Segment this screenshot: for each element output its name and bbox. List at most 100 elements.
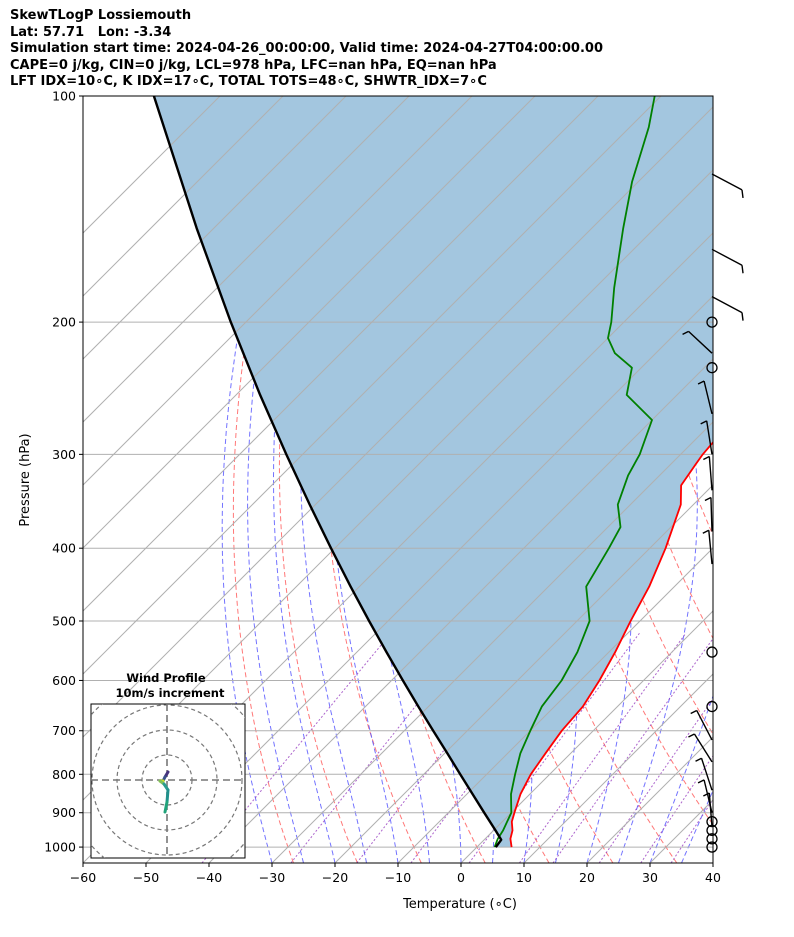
stability-indices-line-1: CAPE=0 j/kg, CIN=0 j/kg, LCL=978 hPa, LF… [10,57,497,73]
y-tick-label: 800 [52,767,76,782]
wind-barb-shaft [708,530,713,565]
x-tick-label: −40 [196,870,222,885]
x-tick-label: 40 [705,870,721,885]
wind-barb-shaft [705,420,713,455]
wind-barb-shaft [710,497,713,532]
temperature-line [509,441,713,848]
y-tick-label: 700 [52,723,76,738]
wind-barb-shaft [711,296,743,314]
hodograph-inset: Wind Profile 10m/s increment [90,671,246,859]
wind-barb-feather [682,330,689,335]
wind-barb-feather [697,779,705,784]
isotherm-gridline [712,862,713,863]
isotherm-gridline [208,358,713,863]
wind-barb-feather [700,420,707,425]
mixing-ratio-line [552,637,713,863]
x-tick-label: 0 [457,870,465,885]
y-tick-label: 600 [52,673,76,688]
x-tick-label: −50 [133,870,159,885]
isotherm-gridline [83,96,221,234]
y-axis-label: Pressure (hPa) [18,433,33,526]
moist-adiabat [649,694,713,863]
y-tick-label: 300 [52,447,76,462]
isotherm-gridline [83,96,662,675]
mixing-ratio-line [670,798,713,863]
isotherm-gridline [83,96,536,549]
wind-barb-feather [695,757,702,762]
wind-barb-feather [741,265,744,274]
x-tick-label: 10 [516,870,532,885]
isotherm-gridline [145,295,713,863]
x-tick-label: −20 [322,870,348,885]
x-tick-label: −10 [385,870,411,885]
parcel-line [152,96,503,848]
x-tick-label: 30 [642,870,658,885]
calm-wind-circle [706,362,718,374]
wind-barb-shaft [693,733,713,763]
mixing-ratio-line [598,697,713,863]
wind-barb-feather [697,380,705,385]
x-tick-label: −30 [259,870,285,885]
wind-barb-shaft [708,792,713,827]
isotherm-gridline [83,96,599,612]
x-axis-label: Temperature (∘C) [402,897,517,912]
isotherm-gridline [271,421,713,863]
isotherm-gridline [83,96,410,423]
isotherm-gridline [83,96,473,486]
moist-adiabat [712,861,713,863]
wind-barb-feather [688,733,695,738]
wind-barbs [682,173,744,853]
y-tick-label: 100 [52,89,76,104]
hodograph-title: Wind Profile [126,671,206,685]
calm-wind-circle [706,316,718,328]
axes-ticks: −60 −50 −40 −30 −20 −10 0 10 20 30 40 100 200 300 400 5… [44,89,721,886]
mixing-ratio-line [518,632,687,863]
x-tick-label: 20 [579,870,595,885]
moist-adiabat [358,96,430,863]
wind-barb-feather [690,709,698,715]
isotherm-gridline [83,96,284,297]
chart-header: SkewTLogP Lossiemouth Lat: 57.71 Lon: -3… [10,8,603,91]
y-tick-label: 200 [52,315,76,330]
wind-barb-shaft [688,330,713,354]
y-tick-label: 500 [52,613,76,628]
y-tick-label: 400 [52,541,76,556]
wind-barb-feather [702,529,710,534]
wind-barb-feather [704,496,712,502]
moist-adiabat [221,96,297,863]
calm-wind-circle [706,646,718,658]
wind-barb-shaft [711,173,743,191]
sounding-profiles [152,96,713,848]
wind-barb-feather [703,792,710,797]
wind-barb-shaft [703,380,713,415]
location-text: Lat: 57.71 Lon: -3.34 [10,24,172,40]
wind-barb-feather [741,189,744,199]
hodograph-trace-segment [163,800,169,814]
chart-title: SkewTLogP Lossiemouth [10,8,192,23]
isotherm-gridline [460,610,713,863]
isotherm-gridline [83,96,347,360]
isotherm-gridline [397,547,713,863]
y-tick-label: 900 [52,805,76,820]
moist-adiabat [681,789,713,863]
isotherm-gridline [523,673,713,863]
wind-barb-shaft [696,710,713,741]
dry-adiabat [725,96,794,863]
hodograph-subtitle: 10m/s increment [116,686,225,700]
wind-barb-shaft [700,758,713,791]
x-tick-label: −60 [70,870,96,885]
dry-adiabat [790,96,794,863]
wind-barb-feather [703,455,710,461]
stability-indices-line-2: LFT IDX=10∘C, K IDX=17∘C, TOTAL TOTS=48∘… [10,74,487,89]
calm-wind-circle [706,833,718,845]
moist-adiabat [247,96,315,863]
isotherm-gridline [83,106,713,738]
moist-adiabat [273,96,336,863]
wind-barb-shaft [708,456,713,491]
wind-barb-shaft [711,248,743,266]
simulation-time-text: Simulation start time: 2024-04-26_00:00:… [10,41,603,56]
dry-adiabat [757,96,794,863]
hodograph-trace-segment [165,788,170,804]
calm-wind-circle [706,700,718,713]
